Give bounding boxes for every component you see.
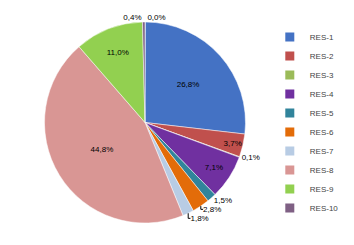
svg-text:1,8%: 1,8% bbox=[190, 214, 208, 223]
svg-text:RES-1: RES-1 bbox=[310, 33, 334, 42]
svg-text:26,8%: 26,8% bbox=[177, 80, 200, 89]
svg-text:0,4%: 0,4% bbox=[123, 13, 141, 22]
svg-text:7,1%: 7,1% bbox=[205, 163, 223, 172]
svg-text:RES-3: RES-3 bbox=[310, 71, 334, 80]
svg-text:11,0%: 11,0% bbox=[107, 48, 129, 57]
svg-text:RES-8: RES-8 bbox=[310, 166, 334, 175]
svg-text:RES-7: RES-7 bbox=[310, 147, 334, 156]
svg-text:RES-9: RES-9 bbox=[310, 185, 334, 194]
svg-text:44,8%: 44,8% bbox=[91, 145, 114, 154]
svg-text:1,5%: 1,5% bbox=[214, 196, 232, 205]
svg-text:0,0%: 0,0% bbox=[147, 13, 165, 22]
svg-text:RES-4: RES-4 bbox=[310, 90, 334, 99]
svg-text:RES-2: RES-2 bbox=[310, 52, 334, 61]
svg-text:0,1%: 0,1% bbox=[242, 153, 260, 162]
svg-text:RES-10: RES-10 bbox=[310, 204, 339, 213]
svg-text:RES-6: RES-6 bbox=[310, 128, 334, 137]
svg-text:2,8%: 2,8% bbox=[203, 205, 221, 214]
svg-text:RES-5: RES-5 bbox=[310, 109, 334, 118]
svg-text:3,7%: 3,7% bbox=[224, 139, 242, 148]
